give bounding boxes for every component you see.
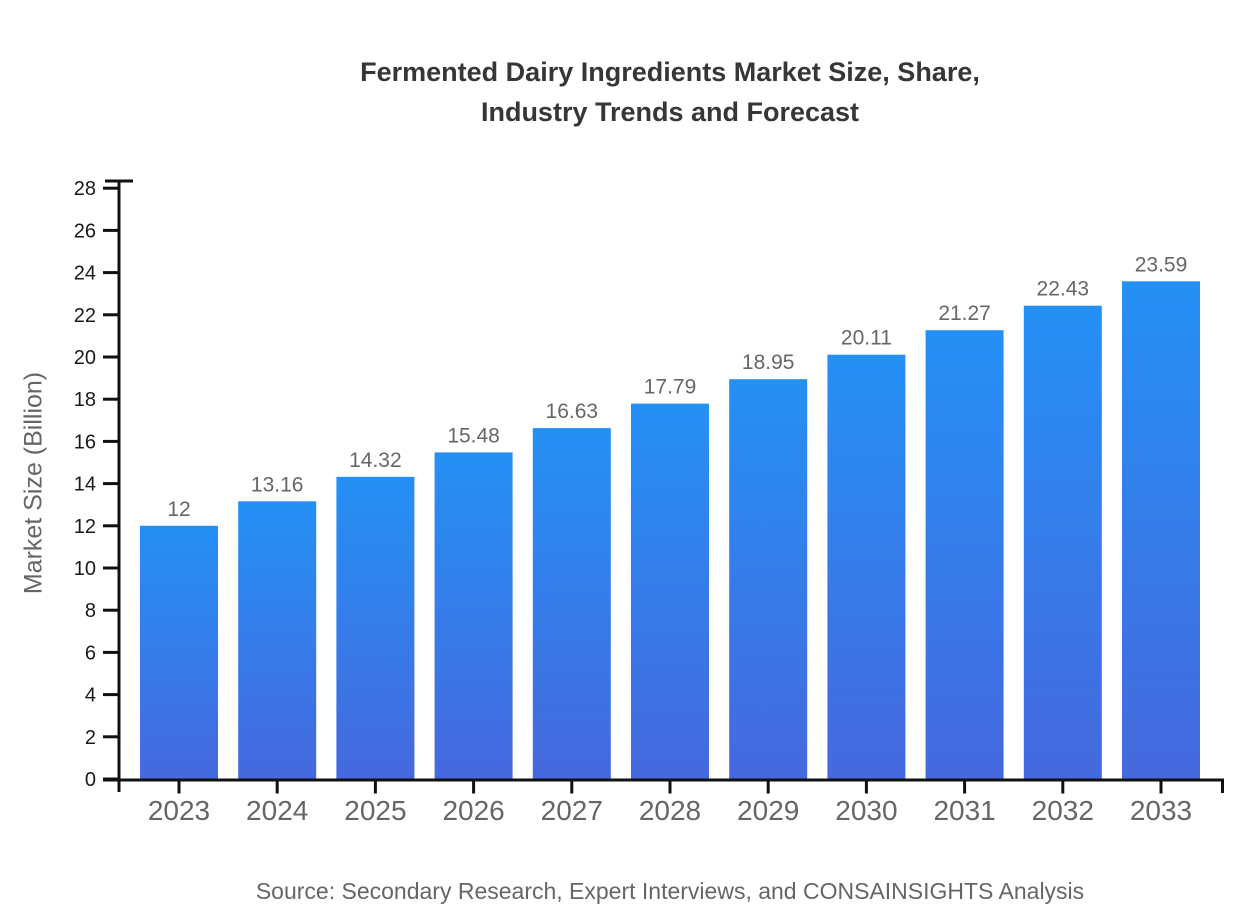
bar-value-label: 14.32: [349, 449, 402, 472]
bars-group: [140, 281, 1200, 780]
bar: [925, 330, 1004, 780]
bar-value-label: 16.63: [546, 400, 599, 423]
bar: [140, 525, 218, 780]
x-tick-label: 2033: [1130, 795, 1192, 826]
y-tick-label: 28: [74, 178, 96, 200]
y-tick-label: 16: [74, 431, 96, 453]
y-tick-label: 8: [85, 600, 96, 622]
bar: [336, 476, 415, 780]
bar-value-label: 17.79: [644, 376, 697, 399]
bar-value-label: 21.27: [938, 302, 991, 325]
y-tick-label: 4: [85, 685, 96, 707]
x-tick-label: 2027: [541, 795, 603, 826]
x-tick-label: 2025: [344, 795, 406, 826]
y-tick-label: 14: [74, 474, 96, 496]
x-tick-label: 2026: [442, 795, 504, 826]
y-tick-label: 12: [74, 516, 96, 538]
y-tick-label: 10: [74, 558, 96, 580]
y-tick-label: 2: [85, 727, 96, 749]
bar: [434, 452, 513, 780]
bar: [238, 501, 317, 780]
bar: [729, 379, 808, 780]
bar-value-label: 20.11: [841, 327, 892, 350]
axis-labels-group: 12202313.16202414.32202515.48202616.6320…: [74, 178, 1192, 826]
chart-title: Fermented Dairy Ingredients Market Size,…: [360, 57, 980, 127]
bar-value-label: 18.95: [742, 351, 795, 374]
bar: [1122, 281, 1200, 780]
y-tick-label: 18: [74, 389, 96, 411]
y-tick-label: 20: [74, 347, 96, 369]
x-tick-label: 2028: [639, 795, 701, 826]
x-tick-label: 2029: [737, 795, 799, 826]
axes-group: [103, 179, 1224, 794]
bar-value-label: 15.48: [447, 424, 500, 447]
y-tick-label: 0: [85, 769, 96, 791]
x-tick-label: 2032: [1032, 795, 1094, 826]
bar: [532, 428, 611, 780]
y-tick-label: 24: [74, 263, 96, 285]
bar: [827, 354, 906, 780]
bar-value-label: 23.59: [1135, 253, 1188, 276]
bar-value-label: 12: [167, 498, 190, 521]
x-tick-label: 2024: [246, 795, 308, 826]
source-note: Source: Secondary Research, Expert Inter…: [255, 878, 1085, 904]
bar: [1023, 305, 1102, 780]
bar: [631, 403, 709, 780]
x-tick-label: 2030: [835, 795, 897, 826]
y-tick-label: 22: [74, 305, 96, 327]
y-tick-label: 6: [85, 642, 96, 664]
y-tick-label: 26: [74, 220, 96, 242]
x-tick-label: 2031: [933, 795, 995, 826]
bar-value-label: 13.16: [251, 473, 304, 496]
x-tick-label: 2023: [148, 795, 210, 826]
bar-value-label: 22.43: [1037, 278, 1090, 301]
